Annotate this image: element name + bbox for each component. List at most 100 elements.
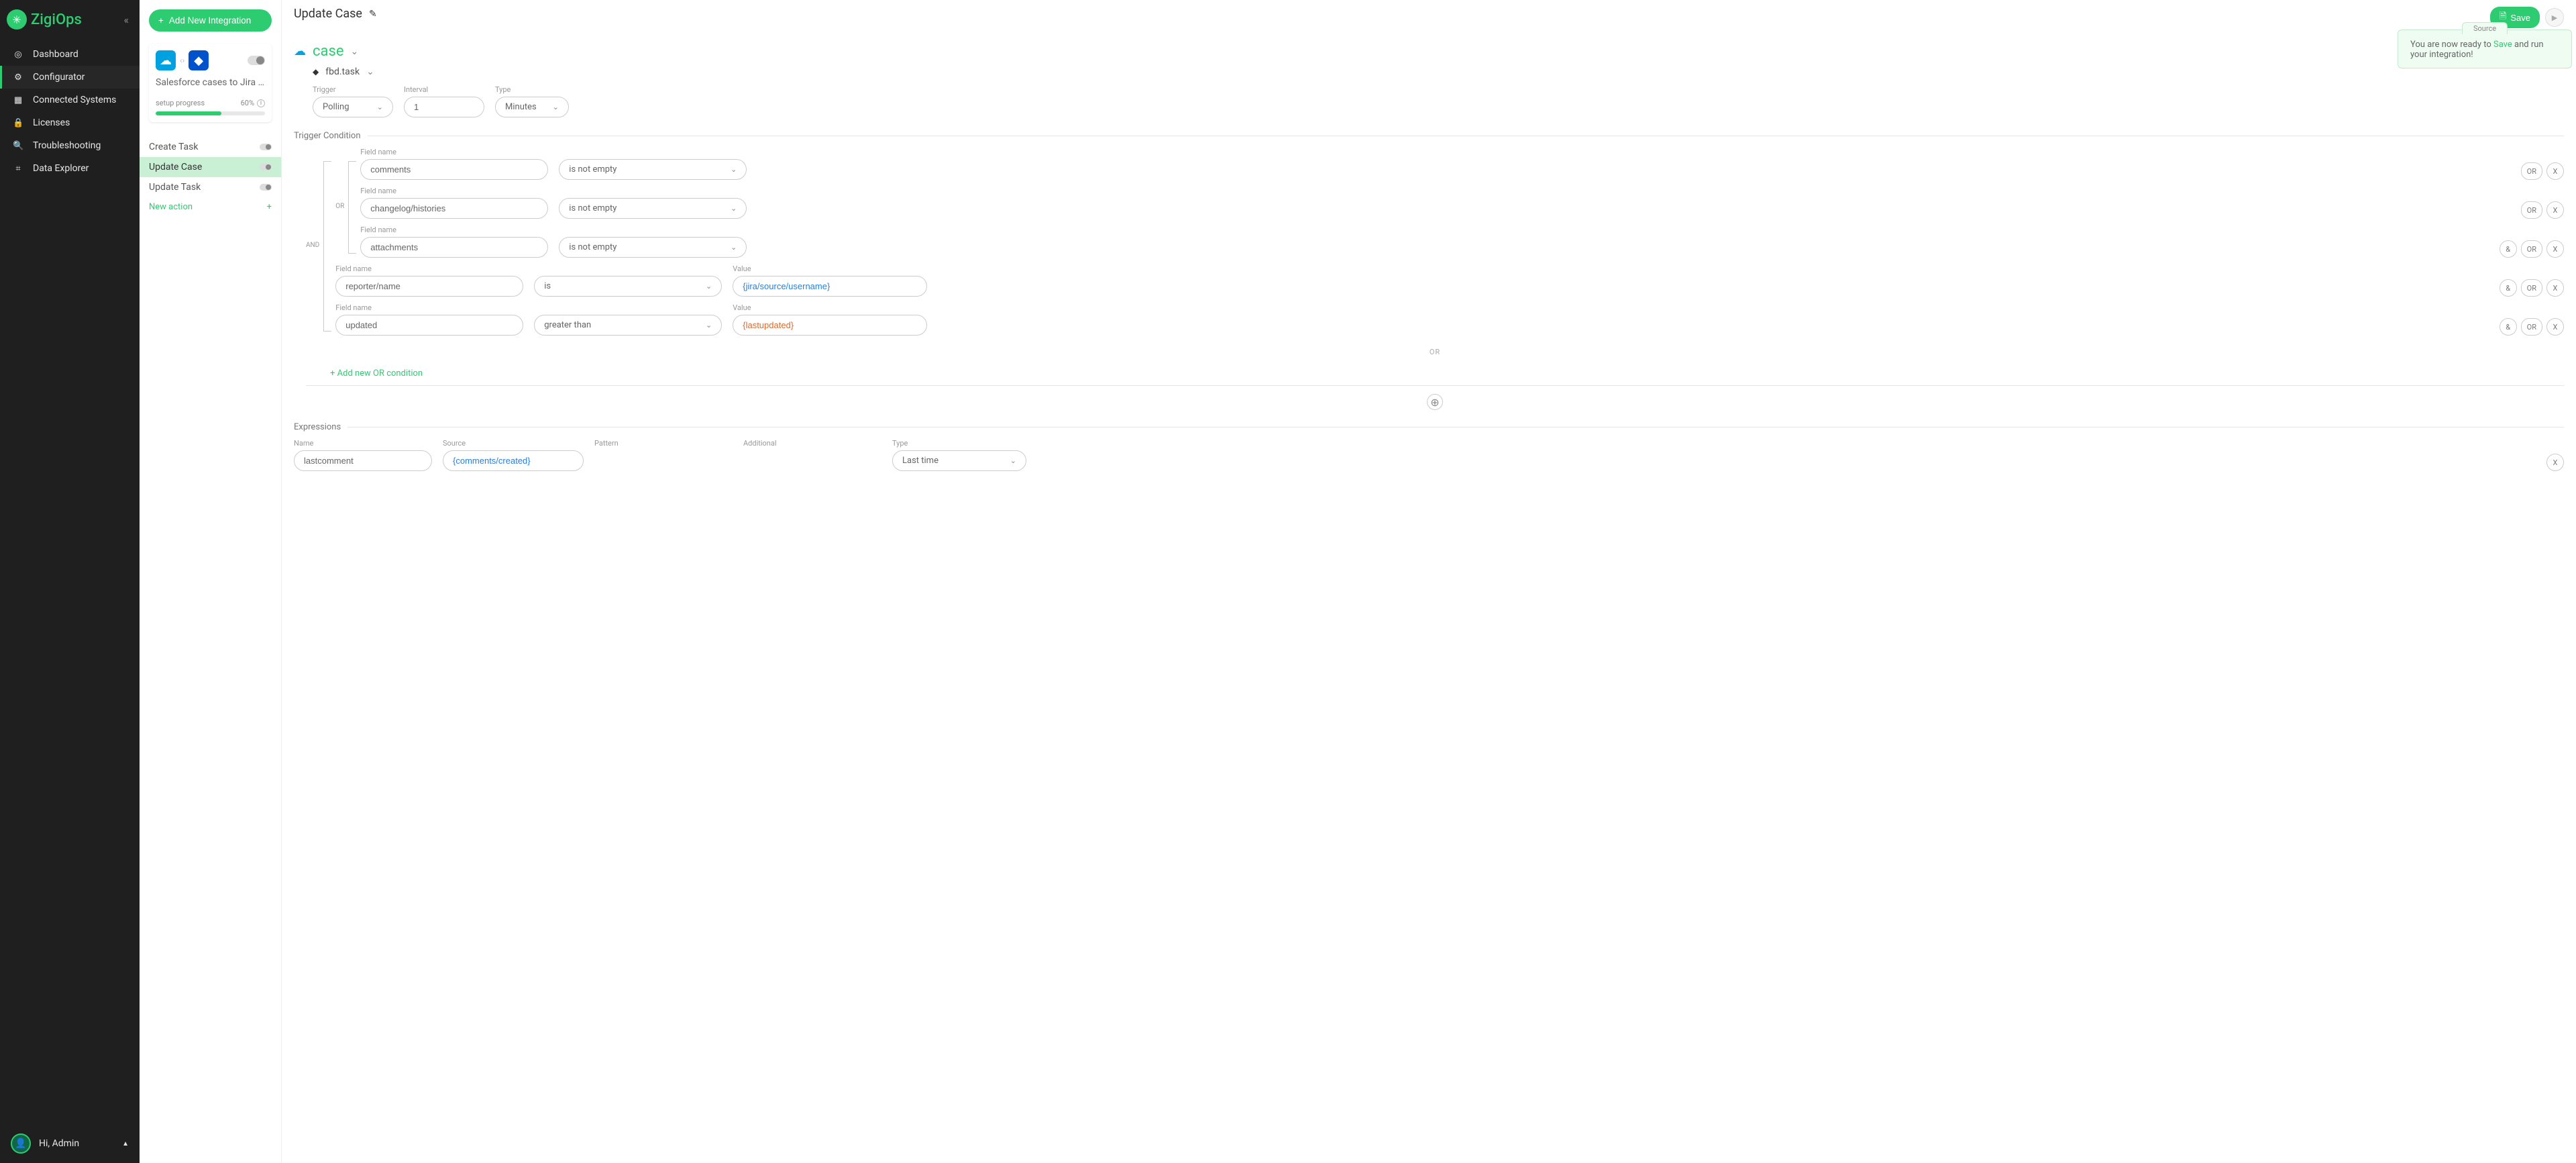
or-chip[interactable]: OR (2521, 162, 2542, 180)
or-chip[interactable]: OR (2521, 201, 2542, 219)
integration-toggle[interactable] (248, 56, 265, 65)
operator-value: greater than (544, 320, 591, 330)
field-name-input[interactable] (360, 198, 548, 219)
operator-select[interactable]: is not empty ⌄ (559, 159, 747, 180)
expr-type-value: Last time (902, 456, 938, 466)
type-select[interactable]: Minutes ⌄ (495, 97, 569, 117)
remove-chip[interactable]: X (2546, 318, 2564, 336)
integration-panel: + Add New Integration ☁ ‹› ◆ Salesforce … (140, 0, 282, 1163)
expr-type-label: Type (892, 439, 1026, 448)
mini-toggle[interactable] (260, 164, 272, 170)
progress-fill (156, 111, 221, 115)
field-name-label: Field name (360, 187, 548, 195)
main: Update Case ✎ 🗎 Save ▶ Source You are no… (282, 0, 2576, 1163)
condition-row: Field name is not empty ⌄ & OR (360, 225, 2564, 258)
nav-dashboard[interactable]: ◎ Dashboard (0, 43, 140, 66)
operator-select[interactable]: is not empty ⌄ (559, 237, 747, 258)
field-name-input[interactable] (360, 159, 548, 180)
value-input[interactable] (733, 276, 927, 297)
expr-pattern-label: Pattern (594, 439, 733, 448)
add-or-condition[interactable]: + Add new OR condition (330, 368, 2564, 378)
operator-value: is (544, 281, 551, 291)
toast-tab: Source (2462, 22, 2508, 34)
field-name-label: Field name (335, 264, 523, 273)
sidebar: ✳ ZigiOps « ◎ Dashboard ⚙ Configurator ▦… (0, 0, 140, 1163)
field-name-label: Field name (360, 148, 548, 156)
new-action-button[interactable]: New action + (140, 197, 281, 217)
chevron-down-icon: ⌄ (553, 103, 559, 111)
chevron-down-icon: ⌄ (377, 103, 383, 111)
field-name-input[interactable] (335, 315, 523, 336)
expr-source-label: Source (443, 439, 584, 448)
chevron-down-icon: ⌄ (731, 165, 737, 174)
brand-name: ZigiOps (31, 11, 82, 28)
or-chip[interactable]: OR (2521, 240, 2542, 258)
run-button[interactable]: ▶ (2545, 8, 2564, 27)
progress-pct: 60% (241, 99, 254, 107)
search-icon: 🔍 (13, 141, 23, 151)
nav-label: Licenses (33, 117, 70, 128)
action-create-task[interactable]: Create Task (140, 137, 281, 157)
expr-type-select[interactable]: Last time ⌄ (892, 450, 1026, 471)
nav-troubleshooting[interactable]: 🔍 Troubleshooting (0, 134, 140, 157)
and-label: AND (306, 242, 319, 249)
and-chip[interactable]: & (2500, 318, 2517, 336)
remove-chip[interactable]: X (2546, 201, 2564, 219)
condition-row: Field name is not empty ⌄ OR X (360, 148, 2564, 180)
operator-select[interactable]: greater than ⌄ (534, 315, 722, 336)
new-action-label: New action (149, 202, 193, 212)
interval-input[interactable] (404, 97, 484, 117)
or-chip[interactable]: OR (2521, 279, 2542, 297)
plus-icon: + (267, 202, 272, 212)
caret-up-icon: ▲ (122, 1140, 129, 1148)
type-value: Minutes (505, 102, 537, 112)
add-row-button[interactable]: ⊕ (1427, 394, 1443, 410)
nav-connected-systems[interactable]: ▦ Connected Systems (0, 89, 140, 111)
expr-name-input[interactable] (294, 450, 432, 471)
page-title-row: Update Case ✎ (294, 7, 377, 21)
and-chip[interactable]: & (2500, 279, 2517, 297)
operator-value: is not empty (569, 203, 616, 213)
and-chip[interactable]: & (2500, 240, 2517, 258)
action-update-task[interactable]: Update Task (140, 177, 281, 197)
remove-chip[interactable]: X (2546, 454, 2564, 471)
field-name-input[interactable] (335, 276, 523, 297)
operator-select[interactable]: is ⌄ (534, 276, 722, 297)
toast-save[interactable]: Save (2493, 40, 2512, 50)
trigger-select[interactable]: Polling ⌄ (313, 97, 393, 117)
expressions-label: Expressions (294, 422, 341, 432)
collapse-sidebar-icon[interactable]: « (123, 13, 129, 26)
expression-row: Name Source Pattern Additional Type Last… (294, 439, 2564, 471)
mini-toggle[interactable] (260, 144, 272, 150)
expr-additional-label: Additional (743, 439, 881, 448)
chevron-down-icon[interactable]: ⌄ (366, 66, 374, 77)
remove-chip[interactable]: X (2546, 240, 2564, 258)
field-name-label: Field name (335, 303, 523, 312)
nav-configurator[interactable]: ⚙ Configurator (0, 66, 140, 89)
or-chip[interactable]: OR (2521, 318, 2542, 336)
nav-licenses[interactable]: 🔒 Licenses (0, 111, 140, 134)
divider (306, 385, 2564, 386)
value-input[interactable] (733, 315, 927, 336)
edit-icon[interactable]: ✎ (369, 9, 377, 19)
mini-toggle[interactable] (260, 184, 272, 191)
operator-select[interactable]: is not empty ⌄ (559, 198, 747, 219)
interval-label: Interval (404, 85, 484, 94)
page-title: Update Case (294, 7, 362, 21)
type-label: Type (495, 85, 569, 94)
user-menu[interactable]: 👤 Hi, Admin ▲ (0, 1124, 140, 1163)
remove-chip[interactable]: X (2546, 162, 2564, 180)
remove-chip[interactable]: X (2546, 279, 2564, 297)
expr-source-input[interactable] (443, 450, 584, 471)
expr-name-label: Name (294, 439, 432, 448)
nav-data-explorer[interactable]: ⌗ Data Explorer (0, 157, 140, 180)
field-name-input[interactable] (360, 237, 548, 258)
integration-card[interactable]: ☁ ‹› ◆ Salesforce cases to Jira t... set… (149, 44, 272, 122)
add-integration-button[interactable]: + Add New Integration (149, 9, 272, 32)
chevron-down-icon[interactable]: ⌄ (351, 46, 359, 57)
action-update-case[interactable]: Update Case (140, 157, 281, 177)
or-divider: OR (306, 348, 2564, 356)
salesforce-icon: ☁ (156, 50, 176, 70)
info-icon[interactable]: i (257, 99, 265, 107)
sync-arrows-icon: ‹› (180, 56, 184, 65)
